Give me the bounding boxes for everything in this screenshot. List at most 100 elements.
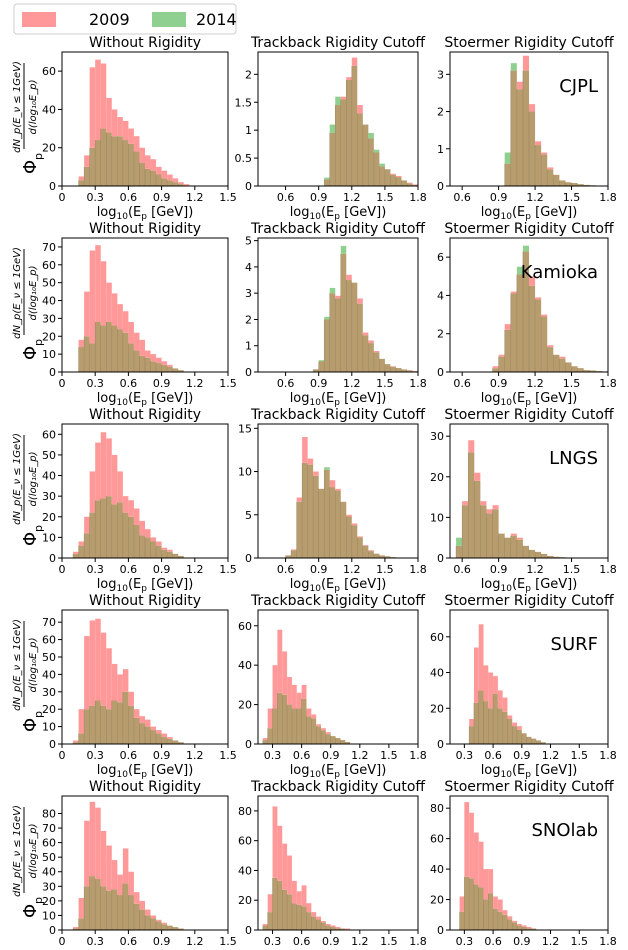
bar-2009 — [89, 471, 96, 513]
bar-overlap — [84, 709, 90, 744]
bar-2009 — [335, 488, 341, 491]
bar-2009 — [488, 672, 494, 709]
bar-2009 — [321, 921, 326, 923]
bar-2009 — [128, 691, 134, 706]
bar-overlap — [362, 124, 369, 186]
bar-2009 — [510, 533, 517, 536]
bar-overlap — [84, 336, 90, 372]
bar-2009 — [507, 715, 513, 719]
y-tick-label: 80 — [430, 802, 444, 815]
bar-overlap — [84, 533, 90, 558]
bar-overlap — [368, 551, 374, 558]
bar-overlap — [150, 170, 157, 186]
bar-2014 — [504, 152, 511, 164]
bar-overlap — [316, 919, 322, 930]
bar-2009 — [111, 663, 118, 701]
bar-overlap — [330, 736, 336, 744]
bar-overlap — [362, 545, 369, 558]
x-tick-label: 1.2 — [542, 749, 560, 762]
bar-overlap — [507, 919, 513, 930]
x-tick-label: 1.8 — [599, 191, 617, 204]
panel-snolab-2: Stoermer Rigidity Cutoff 0 20 40 60 80 0.3 0.6 0… — [430, 779, 617, 950]
bar-overlap — [167, 366, 173, 372]
bar-2009 — [150, 159, 157, 171]
bar-2009 — [156, 919, 162, 922]
bar-overlap — [469, 878, 474, 930]
bar-2014 — [329, 287, 336, 294]
bar-overlap — [78, 346, 85, 372]
bar-overlap — [122, 512, 129, 558]
bar-overlap — [313, 369, 319, 372]
y-tick-label: 5 — [245, 509, 252, 522]
bar-overlap — [357, 113, 363, 186]
bar-2009 — [357, 105, 363, 114]
bar-overlap — [486, 513, 493, 558]
bar-2009 — [517, 726, 522, 730]
y-tick-label: 0 — [437, 180, 444, 193]
y-tick-label: 20 — [42, 895, 56, 908]
bar-2009 — [529, 276, 536, 286]
y-tick-label: 0 — [437, 738, 444, 751]
panel-title: Stoermer Rigidity Cutoff — [444, 779, 614, 795]
bar-overlap — [100, 705, 107, 744]
x-tick-label: 0.9 — [310, 563, 328, 576]
bar-overlap — [111, 504, 118, 558]
bar-overlap — [150, 730, 157, 744]
bar-overlap — [488, 708, 494, 744]
bar-2009 — [480, 501, 487, 506]
bar-2009 — [493, 676, 498, 694]
bar-2009 — [335, 295, 341, 299]
y-tick-label: 20 — [42, 703, 56, 716]
panel-title: Stoermer Rigidity Cutoff — [444, 35, 614, 51]
x-tick-label: 1.5 — [376, 563, 394, 576]
bar-2009 — [133, 709, 140, 718]
x-tick-label: 0.3 — [456, 749, 474, 762]
panel-surf-1: Trackback Rigidity Cutoff 0 20 40 60 0.3 0.6 0.… — [238, 593, 427, 780]
bar-overlap — [167, 925, 173, 930]
x-tick-label: 1.8 — [409, 377, 427, 390]
bar-overlap — [340, 740, 346, 744]
bar-2009 — [547, 167, 554, 170]
y-tick-label: 40 — [238, 659, 252, 672]
bar-2009 — [330, 925, 336, 928]
bar-overlap — [111, 889, 118, 930]
bar-2009 — [492, 505, 499, 510]
bar-2009 — [139, 716, 145, 724]
bar-2009 — [492, 366, 499, 369]
x-axis-label: log10(Ep [GeV]) — [97, 577, 194, 594]
bar-2009 — [517, 923, 522, 926]
x-tick-label: 1.2 — [186, 935, 204, 948]
bar-overlap — [379, 358, 385, 372]
x-tick-label: 0.9 — [310, 377, 328, 390]
bar-overlap — [516, 89, 523, 186]
bar-2009 — [483, 665, 489, 702]
plot-frame — [257, 609, 419, 745]
bar-overlap — [106, 890, 112, 930]
bar-2009 — [522, 55, 529, 71]
bar-overlap — [301, 906, 307, 930]
bar-overlap — [156, 174, 162, 186]
site-label: Kamioka — [521, 262, 598, 283]
bar-overlap — [161, 364, 168, 372]
x-tick-label: 0.6 — [453, 377, 471, 390]
bar-overlap — [340, 253, 347, 372]
bar-overlap — [291, 903, 297, 930]
plot-frame — [449, 51, 609, 187]
bar-overlap — [492, 368, 499, 372]
bar-overlap — [282, 694, 288, 744]
panel-title: Trackback Rigidity Cutoff — [250, 779, 425, 795]
bar-overlap — [401, 369, 407, 372]
bar-2009 — [89, 250, 96, 344]
bar-2009 — [535, 141, 542, 146]
bar-2009 — [150, 537, 157, 542]
bar-2009 — [311, 912, 317, 917]
bar-2009 — [291, 880, 297, 904]
y-tick-label: 60 — [42, 634, 56, 647]
x-tick-label: 0 — [59, 377, 66, 390]
bar-2009 — [535, 297, 542, 300]
x-axis-label: log10(Ep [GeV]) — [481, 577, 578, 594]
bar-overlap — [321, 730, 326, 744]
bar-2009 — [106, 845, 112, 891]
phi-symbol: Φ — [20, 346, 41, 360]
bar-2009 — [541, 152, 548, 155]
